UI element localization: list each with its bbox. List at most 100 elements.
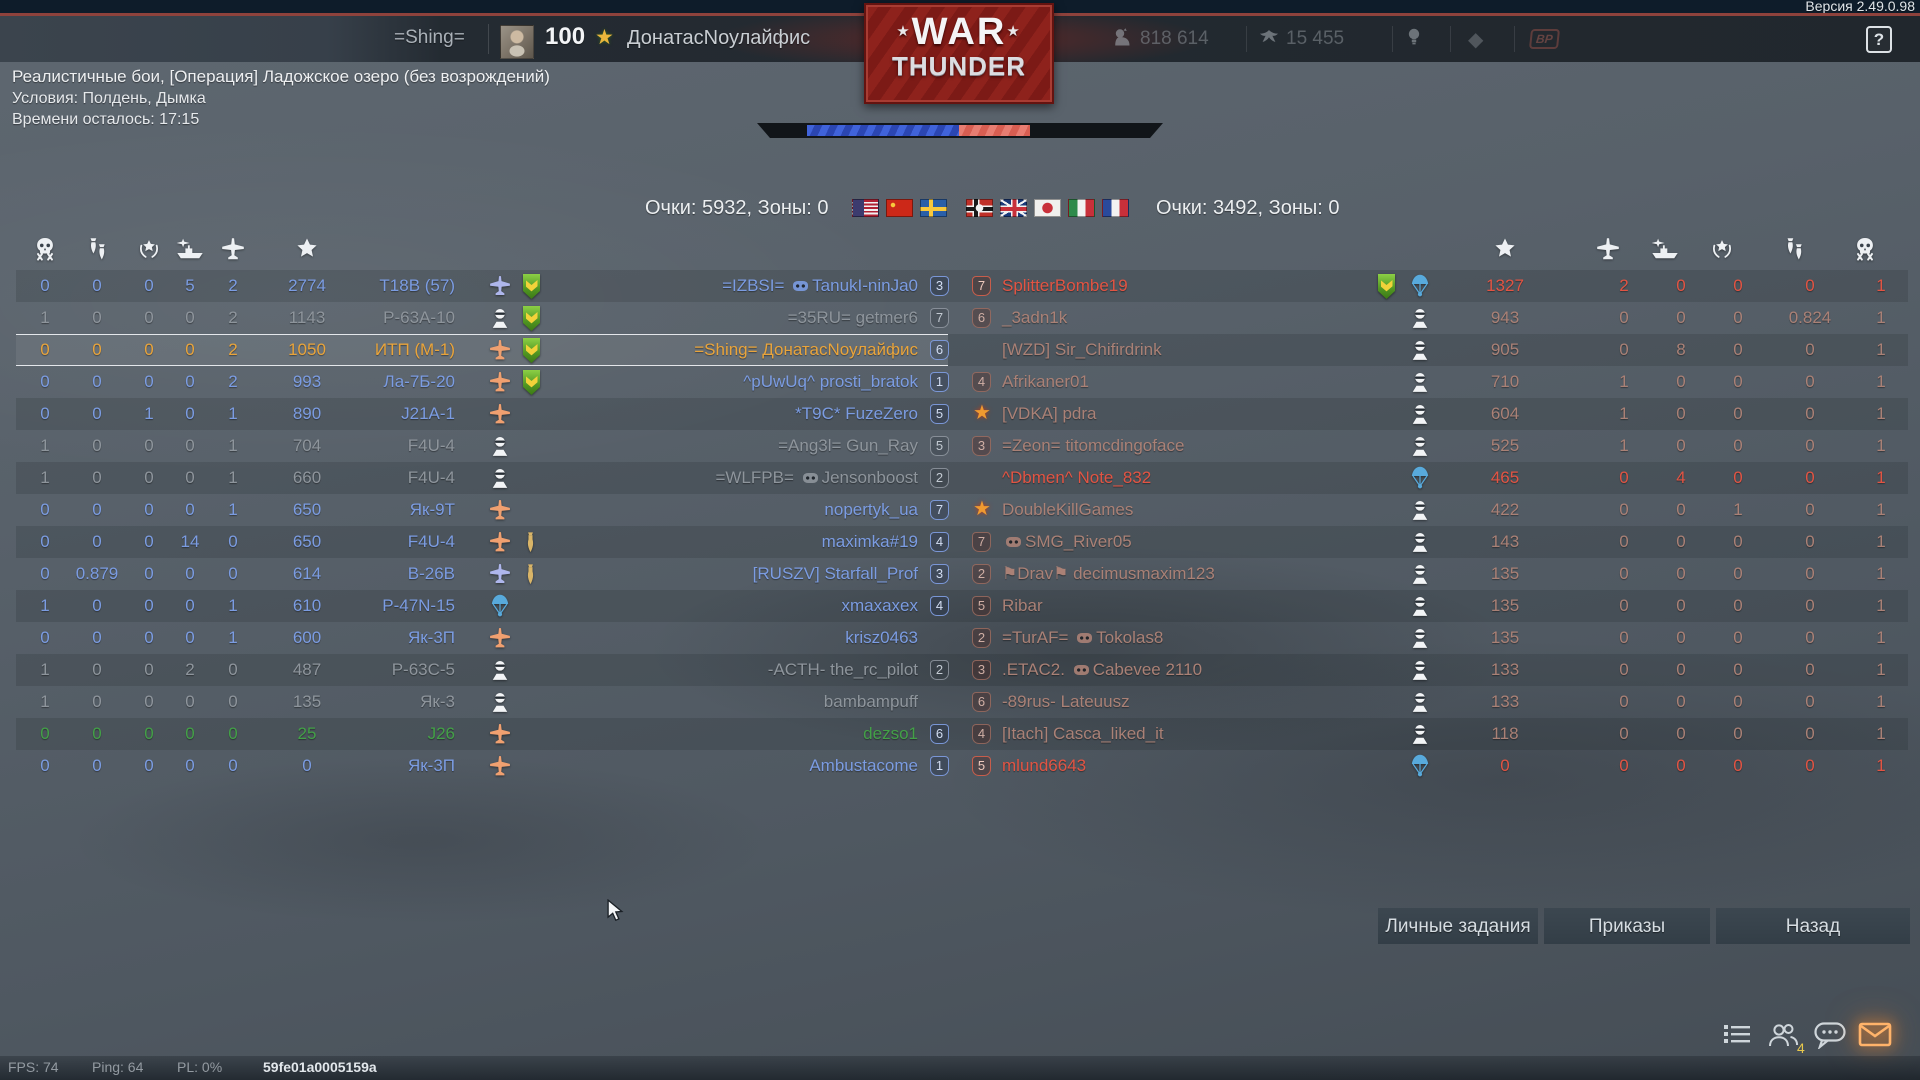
scoreboard-row[interactable]: 1 0 0 0 0 135 Як-3 bambampuff 6 -89rus- Lateuusz 1… — [16, 686, 1908, 718]
deaths-value: 1 — [40, 436, 50, 455]
ground-kills-value: 14 — [180, 532, 200, 551]
player-nickname[interactable]: ДонатасNоулайфис — [627, 27, 811, 49]
player-name: [WZD] Sir_Chifirdrink — [1002, 340, 1162, 359]
ground-kills-icon — [1650, 237, 1680, 261]
air-kills-value: 1 — [1619, 404, 1629, 423]
award-chevron-badge — [523, 274, 540, 299]
scoreboard-row[interactable]: 1 0 0 2 0 487 P-63C-5 -ACTH- the_rc_pilot 2 3 .ETA… — [16, 654, 1908, 686]
ussr-flag — [886, 199, 913, 217]
scoreboard-row[interactable]: 0 0 1 0 1 890 J21A-1 *T9C* FuzeZero 5 ★ [VDKA] pdr… — [16, 398, 1908, 430]
currency-divider — [1246, 26, 1247, 52]
air-kills-value: 1 — [228, 500, 238, 519]
silver-lions-group[interactable]: 818 614 — [1112, 16, 1209, 62]
scoreboard-row[interactable]: 0 0 0 5 2 2774 T18B (57) =IZBSI= TanukI-ninJa0 3… — [16, 270, 1908, 302]
chat-icon[interactable] — [1814, 1022, 1846, 1049]
assists-value: 0 — [144, 372, 154, 391]
score-value: 890 — [292, 404, 322, 423]
score-value: 710 — [1490, 372, 1520, 391]
vehicle-name: P-63A-10 — [383, 308, 455, 327]
scoreboard-row[interactable]: 0 0.879 0 0 0 614 B-26B [RUSZV] Starfall_Prof 3 2… — [16, 558, 1908, 590]
scoreboard-row[interactable]: 0 0 0 0 0 0 Як-3П Ambustacome 1 5 mlund6643 0 0 0 0 0 1 — [16, 750, 1908, 782]
vehicle-name: F4U-4 — [407, 436, 455, 455]
squad-number-badge: 2 — [972, 628, 991, 648]
premium-group[interactable]: ◆ — [1468, 16, 1483, 62]
score-value: 650 — [292, 500, 322, 519]
ground-kills-value: 0 — [185, 340, 195, 359]
player-name: dezso1 — [863, 724, 918, 743]
player-name: nopertyk_ua — [824, 500, 918, 519]
mail-icon[interactable] — [1858, 1022, 1892, 1047]
assists-value: 0 — [1733, 404, 1743, 423]
air-kills-value: 0 — [228, 756, 238, 775]
ground-kills-value: 0 — [1676, 308, 1686, 327]
score-value: 943 — [1490, 308, 1520, 327]
scoreboard-row[interactable]: 0 0 0 0 2 993 Ла-7Б-20 ^pUwUq^ prosti_bratok 1 4 A… — [16, 366, 1908, 398]
battle-mode-line: Реалистичные бои, [Операция] Ладожское о… — [12, 67, 550, 86]
player-name: bambampuff — [823, 692, 918, 711]
currency-divider — [1514, 26, 1515, 52]
player-name: =Ang3l= Gun_Ray — [778, 436, 918, 455]
logo-war: WAR — [911, 11, 1007, 53]
orders-button[interactable]: Приказы — [1544, 908, 1710, 944]
ground-kills-value: 0 — [185, 308, 195, 327]
assists-value: 0 — [144, 436, 154, 455]
score-value: 2774 — [288, 276, 326, 295]
bombing-value: 0 — [92, 340, 102, 359]
bulb-group[interactable] — [1406, 16, 1422, 62]
bombing-value: 0 — [1805, 660, 1815, 679]
scoreboard-row[interactable]: 0 0 0 0 1 600 Як-3П krisz0463 2 =TurAF= Tokolas8 1… — [16, 622, 1908, 654]
assists-value: 0 — [144, 532, 154, 551]
assists-value: 0 — [1733, 660, 1743, 679]
squad-number-badge: 4 — [972, 372, 991, 392]
ground-kills-value: 0 — [185, 564, 195, 583]
scoreboard-row[interactable]: 1 0 0 0 1 610 P-47N-15 xmaxaxex 4 5 Ribar 135 0 0 0 0 1 — [16, 590, 1908, 622]
scoreboard-row[interactable]: 0 0 0 0 2 1050 ИТП (М-1) =Shing= ДонатасNоулайф… — [16, 334, 1908, 366]
assists-value: 0 — [144, 564, 154, 583]
deaths-value: 1 — [1876, 404, 1886, 423]
deaths-value: 1 — [1876, 308, 1886, 327]
score-value: 143 — [1490, 532, 1520, 551]
back-button[interactable]: Назад — [1716, 908, 1910, 944]
ground-kills-value: 0 — [185, 724, 195, 743]
assists-value: 0 — [144, 692, 154, 711]
squad-members-icon[interactable] — [1766, 1022, 1800, 1049]
bomber-plane-icon — [489, 275, 511, 297]
air-kills-value: 1 — [1619, 436, 1629, 455]
gamepad-icon — [793, 281, 809, 291]
scoreboard-row[interactable]: 0 0 0 0 1 650 Як-9Т nopertyk_ua 7 ★ DoubleKillGame… — [16, 494, 1908, 526]
assists-value: 0 — [144, 340, 154, 359]
scoreboard-row[interactable]: 1 0 0 0 1 660 F4U-4 =WLFPB= Jensonboost 2 ^Dbmen^… — [16, 462, 1908, 494]
squad-number-badge: 3 — [972, 436, 991, 456]
air-kills-value: 0 — [1619, 596, 1629, 615]
scoreboard-row[interactable]: 1 0 0 0 1 704 F4U-4 =Ang3l= Gun_Ray 5 3 =Zeon= tit… — [16, 430, 1908, 462]
golden-eagles-value: 15 455 — [1286, 28, 1345, 49]
bombing-value: 0 — [92, 628, 102, 647]
bombing-icon — [85, 237, 109, 261]
help-button[interactable]: ? — [1866, 26, 1892, 53]
ground-kills-value: 2 — [185, 660, 195, 679]
assists-value: 0 — [144, 276, 154, 295]
pilot-icon — [1409, 595, 1431, 617]
bombing-value: 0 — [1805, 564, 1815, 583]
award-chevron-badge — [523, 370, 540, 395]
golden-eagles-group[interactable]: 15 455 — [1258, 16, 1344, 62]
ace-star-badge: ★ — [973, 402, 991, 424]
deaths-value: 0 — [40, 500, 50, 519]
battle-pass-group[interactable]: BP — [1528, 16, 1560, 62]
personal-tasks-button[interactable]: Личные задания — [1378, 908, 1538, 944]
gamepad-icon — [1073, 665, 1089, 675]
clan-tag[interactable]: =Shing= — [394, 27, 465, 48]
bombing-value: 0 — [1805, 340, 1815, 359]
scoreboard-row[interactable]: 1 0 0 0 2 1143 P-63A-10 =35RU= getmer6 7 6 _3adn1k… — [16, 302, 1908, 334]
avatar[interactable] — [500, 25, 534, 59]
pilot-icon — [1409, 627, 1431, 649]
scoreboard-row[interactable]: 0 0 0 0 0 25 J26 dezso1 6 4 [Itach] Casca_liked_it… — [16, 718, 1908, 750]
air-kills-value: 1 — [228, 468, 238, 487]
fighter-plane-icon — [489, 339, 511, 361]
vehicle-name: Як-3П — [407, 756, 455, 775]
assists-value: 0 — [1733, 372, 1743, 391]
battle-log-icon[interactable] — [1722, 1022, 1752, 1046]
scoreboard-row[interactable]: 0 0 0 14 0 650 F4U-4 maximka#19 4 7 SMG_River05 143… — [16, 526, 1908, 558]
bombing-value: 0 — [1805, 500, 1815, 519]
player-name: SplitterBombe19 — [1002, 276, 1128, 295]
